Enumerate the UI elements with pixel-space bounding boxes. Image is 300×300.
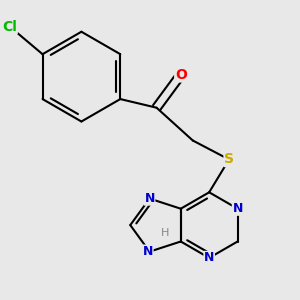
- Text: N: N: [143, 245, 153, 258]
- Text: O: O: [175, 68, 187, 82]
- Text: Cl: Cl: [2, 20, 17, 34]
- Text: N: N: [144, 192, 155, 205]
- Text: N: N: [232, 202, 243, 215]
- Text: H: H: [161, 228, 169, 238]
- Text: S: S: [224, 152, 234, 167]
- Text: N: N: [204, 251, 214, 264]
